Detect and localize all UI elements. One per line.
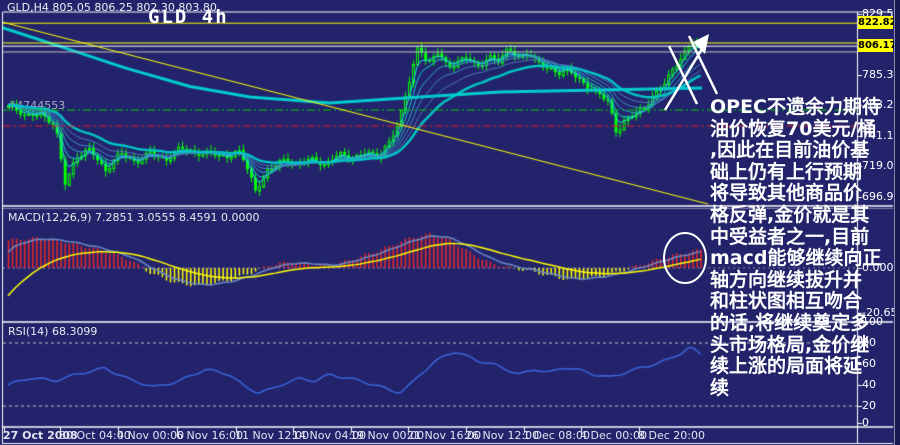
symbol-watermark: GLD 4h	[148, 6, 229, 28]
macd-scale-label: -20.6518	[862, 306, 900, 319]
date-label: 1 Dec 08:00	[523, 429, 590, 442]
current-price-tag: 822.82	[858, 16, 897, 29]
price-tick-label: 719.00	[862, 159, 900, 172]
price-tick-label: 785.30	[862, 68, 900, 81]
date-label: 26 Nov 12:00	[465, 429, 540, 442]
date-label: 6 Nov 16:00	[176, 429, 244, 442]
date-label: 30 Oct 04:00	[59, 429, 131, 442]
price-tick-label: 741.10	[862, 129, 900, 142]
window-edge-strip	[894, 0, 900, 445]
channel-line-1	[667, 45, 699, 105]
current-price-tag: 806.17	[858, 39, 897, 52]
date-label: 8 Dec 20:00	[638, 429, 705, 442]
up-arrow-head-icon	[693, 34, 709, 54]
price-tick-label: 763.20	[862, 98, 900, 111]
date-label: 4 Dec 00:00	[580, 429, 647, 442]
ohlc-readout: GLD,H4 805.05 806.25 802.30 803.80	[7, 1, 217, 14]
price-tick-label: 696.90	[862, 190, 900, 203]
macd-scale-label: 0.0000	[862, 261, 900, 274]
up-arrow-shaft	[663, 43, 707, 111]
channel-line-2	[687, 35, 719, 95]
macd-indicator-label: MACD(12,26,9) 7.2851 3.0555 8.4591 0.000…	[8, 211, 260, 224]
macd-circle-annotation	[663, 232, 707, 284]
rsi-scale-label: 20	[862, 399, 876, 412]
rsi-scale-label: 40	[862, 378, 876, 391]
rsi-indicator-label: RSI(14) 68.3099	[8, 325, 98, 338]
circle-icon	[663, 232, 707, 284]
rsi-scale-label: 100	[862, 315, 883, 328]
date-label: 21 Nov 16:00	[407, 429, 482, 442]
date-label: 14 Nov 04:00	[292, 429, 367, 442]
date-label: 19 Nov 00:00	[350, 429, 425, 442]
analysis-annotation-text: OPEC不遗余力期待 油价恢复70美元/桶 ,因此在目前油价基 础上仍有上行预期…	[710, 96, 882, 399]
date-label: 4 Nov 00:00	[117, 429, 185, 442]
rsi-scale-label: 60	[862, 357, 876, 370]
date-label: 27 Oct 2008	[3, 429, 78, 442]
rsi-scale-label: 0	[862, 416, 869, 429]
rsi-scale-label: 80	[862, 336, 876, 349]
trend-channel-arrow-annotation	[663, 34, 719, 111]
date-label: 11 Nov 12:00	[235, 429, 310, 442]
